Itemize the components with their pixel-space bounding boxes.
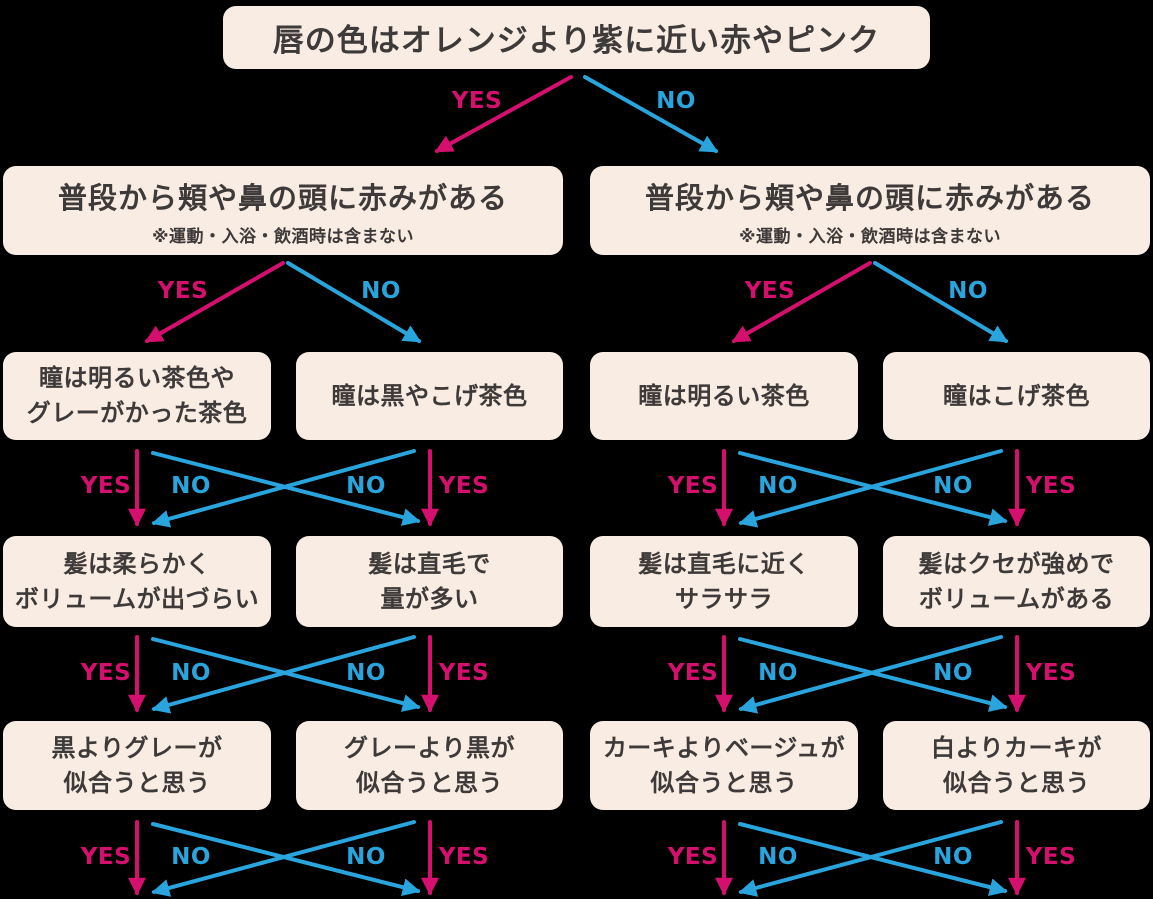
edge-label-yes: YES	[451, 88, 503, 114]
node-hair-2: 髪は直毛で 量が多い	[296, 536, 563, 627]
arrow-redness-left-no	[286, 261, 422, 343]
arrow-hair2-no	[151, 635, 416, 714]
node-eyes-1: 瞳は明るい茶色や グレーがかった茶色	[3, 352, 271, 440]
node-hair-3-line2: サラサラ	[675, 584, 773, 613]
arrow-redness-left-yes	[144, 261, 285, 343]
node-eyes-3-line1: 瞳は明るい茶色	[638, 381, 810, 410]
arrow-hair4-no	[738, 635, 1003, 714]
node-hair-2-line1: 髪は直毛で	[368, 549, 491, 578]
edge-label-yes: YES	[438, 660, 490, 686]
node-eyes-4: 瞳はこげ茶色	[883, 352, 1150, 440]
node-hair-1: 髪は柔らかく ボリュームが出づらい	[3, 536, 271, 627]
node-eyes-2: 瞳は黒やこげ茶色	[296, 352, 563, 440]
node-hair-4-line2: ボリュームがある	[918, 584, 1115, 613]
arrow-suits2-no	[151, 820, 416, 897]
edge-label-yes: YES	[744, 278, 796, 304]
node-hair-3-line1: 髪は直毛に近く	[638, 549, 810, 578]
edge-label-no: NO	[361, 278, 401, 304]
arrow-suits4-no	[738, 820, 1003, 897]
node-hair-4-line1: 髪はクセが強めで	[918, 549, 1115, 578]
edge-label-no: NO	[346, 660, 386, 686]
edge-label-yes: YES	[157, 278, 209, 304]
node-redness-right-note: ※運動・入浴・飲酒時は含まない	[738, 226, 1002, 247]
node-hair-4: 髪はクセが強めで ボリュームがある	[883, 536, 1150, 627]
node-suits-4: 白よりカーキが 似合うと思う	[883, 721, 1150, 810]
node-hair-2-line2: 量が多い	[380, 584, 479, 613]
node-eyes-2-line1: 瞳は黒やこげ茶色	[331, 381, 528, 410]
node-eyes-1-line2: グレーがかった茶色	[26, 399, 248, 427]
node-redness-left: 普段から頬や鼻の頭に赤みがある ※運動・入浴・飲酒時は含まない	[3, 166, 563, 255]
node-suits-1-line1: 黒よりグレーが	[51, 733, 223, 762]
node-suits-1: 黒よりグレーが 似合うと思う	[3, 721, 271, 810]
arrow-redness-right-no	[873, 261, 1009, 343]
node-suits-2-line1: グレーより黒が	[343, 733, 516, 762]
node-suits-1-line2: 似合うと思う	[63, 768, 211, 797]
node-hair-1-line1: 髪は柔らかく	[63, 549, 211, 578]
edge-label-no: NO	[346, 473, 386, 499]
node-redness-right: 普段から頬や鼻の頭に赤みがある ※運動・入浴・飲酒時は含まない	[590, 166, 1150, 255]
arrow-eyes4-no	[738, 449, 1003, 528]
arrow-root-yes	[434, 75, 573, 153]
node-redness-left-note: ※運動・入浴・飲酒時は含まない	[151, 226, 415, 247]
node-suits-3-line2: 似合うと思う	[650, 768, 798, 797]
edge-label-yes: YES	[1025, 660, 1077, 686]
node-lip-color-title: 唇の色はオレンジより紫に近い赤やピンク	[272, 23, 881, 59]
edge-label-yes: YES	[667, 660, 719, 686]
edge-label-no: NO	[171, 473, 211, 499]
edge-label-yes: YES	[438, 473, 490, 499]
arrow-redness-right-yes	[731, 261, 872, 343]
edge-label-yes: YES	[1025, 473, 1077, 499]
arrow-root-no	[583, 75, 719, 153]
node-redness-right-title: 普段から頬や鼻の頭に赤みがある	[644, 180, 1095, 215]
edge-label-yes: YES	[438, 844, 490, 870]
node-eyes-1-line1: 瞳は明るい茶色や	[39, 364, 235, 393]
node-suits-2: グレーより黒が 似合うと思う	[296, 721, 563, 810]
edge-label-yes: YES	[80, 844, 132, 870]
node-hair-3: 髪は直毛に近く サラサラ	[590, 536, 858, 627]
edge-label-no: NO	[346, 844, 386, 870]
edge-label-no: NO	[948, 278, 988, 304]
edge-label-no: NO	[171, 660, 211, 686]
node-suits-3: カーキよりベージュが 似合うと思う	[590, 721, 858, 810]
edge-label-no: NO	[758, 473, 798, 499]
edge-label-no: NO	[933, 473, 973, 499]
node-suits-4-line1: 白よりカーキが	[930, 733, 1103, 762]
node-redness-left-title: 普段から頬や鼻の頭に赤みがある	[57, 180, 508, 215]
arrow-eyes2-no	[151, 449, 416, 528]
edge-label-yes: YES	[667, 473, 719, 499]
node-hair-1-line2: ボリュームが出づらい	[14, 584, 260, 613]
node-eyes-4-line1: 瞳はこげ茶色	[943, 381, 1090, 410]
edge-label-no: NO	[171, 844, 211, 870]
edge-label-no: NO	[758, 844, 798, 870]
node-suits-3-line1: カーキよりベージュが	[602, 733, 846, 762]
edge-label-yes: YES	[667, 844, 719, 870]
node-lip-color: 唇の色はオレンジより紫に近い赤やピンク	[223, 6, 930, 69]
edge-label-no: NO	[933, 660, 973, 686]
node-suits-2-line2: 似合うと思う	[356, 768, 503, 797]
edge-label-no: NO	[933, 844, 973, 870]
node-eyes-3: 瞳は明るい茶色	[590, 352, 858, 440]
edge-label-yes: YES	[80, 473, 132, 499]
node-suits-4-line2: 似合うと思う	[943, 768, 1090, 797]
edge-label-yes: YES	[80, 660, 132, 686]
edge-label-no: NO	[758, 660, 798, 686]
edge-label-yes: YES	[1025, 844, 1077, 870]
edge-label-no: NO	[656, 88, 696, 114]
